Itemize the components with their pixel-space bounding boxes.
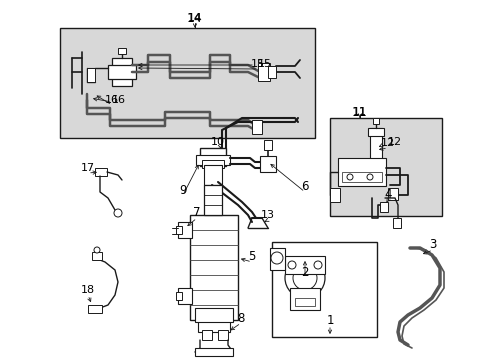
- Bar: [264, 140, 271, 150]
- Bar: [218, 330, 227, 340]
- Text: 15: 15: [250, 59, 264, 69]
- Bar: [202, 160, 224, 168]
- Text: 9: 9: [179, 184, 186, 197]
- Bar: [195, 348, 232, 356]
- Bar: [251, 120, 262, 134]
- Bar: [289, 288, 319, 310]
- Bar: [176, 226, 182, 234]
- Bar: [267, 66, 275, 78]
- Bar: [88, 305, 102, 313]
- Text: 5: 5: [248, 251, 255, 264]
- Bar: [258, 63, 269, 81]
- Text: 11: 11: [351, 105, 367, 118]
- Text: 10: 10: [210, 137, 224, 147]
- Bar: [92, 252, 102, 260]
- Bar: [200, 148, 225, 166]
- Circle shape: [366, 174, 372, 180]
- Text: 7: 7: [193, 207, 201, 220]
- Text: 8: 8: [237, 311, 244, 324]
- Text: 12: 12: [387, 137, 401, 147]
- Bar: [203, 165, 222, 185]
- Bar: [367, 128, 383, 136]
- Bar: [269, 248, 285, 270]
- Bar: [387, 188, 397, 200]
- Circle shape: [285, 258, 325, 298]
- Text: 3: 3: [428, 238, 436, 252]
- Bar: [108, 65, 136, 79]
- Text: 14: 14: [187, 13, 202, 23]
- Bar: [60, 28, 314, 138]
- Bar: [337, 158, 385, 186]
- Bar: [178, 222, 192, 238]
- Bar: [341, 172, 381, 182]
- Bar: [392, 218, 400, 228]
- Bar: [329, 118, 441, 216]
- Bar: [294, 298, 314, 306]
- Circle shape: [114, 209, 122, 217]
- Circle shape: [346, 174, 352, 180]
- Circle shape: [313, 261, 321, 269]
- Bar: [329, 188, 339, 202]
- Bar: [372, 118, 378, 124]
- Bar: [87, 68, 95, 82]
- Circle shape: [270, 252, 283, 264]
- Text: 18: 18: [81, 285, 95, 295]
- Bar: [379, 202, 387, 212]
- Text: 2: 2: [301, 266, 308, 279]
- Bar: [118, 48, 126, 54]
- Text: 16: 16: [112, 95, 126, 105]
- Circle shape: [287, 261, 295, 269]
- Text: 12: 12: [380, 138, 394, 148]
- Text: 17: 17: [81, 163, 95, 173]
- Bar: [202, 330, 212, 340]
- Bar: [95, 168, 107, 176]
- Bar: [112, 58, 132, 86]
- Text: 1: 1: [325, 314, 333, 327]
- Bar: [190, 215, 238, 320]
- Bar: [195, 308, 232, 322]
- Text: 4: 4: [384, 189, 391, 202]
- Bar: [285, 256, 325, 274]
- Bar: [271, 242, 376, 337]
- Text: 16: 16: [105, 95, 119, 105]
- Bar: [203, 185, 222, 215]
- Text: 13: 13: [261, 210, 274, 220]
- Bar: [369, 128, 381, 166]
- Circle shape: [292, 266, 316, 290]
- Bar: [176, 292, 182, 300]
- Text: 6: 6: [301, 180, 308, 194]
- Circle shape: [94, 247, 100, 253]
- Text: 14: 14: [187, 12, 203, 24]
- Bar: [196, 155, 229, 165]
- Text: 11: 11: [352, 107, 366, 117]
- Bar: [198, 320, 229, 332]
- Text: 15: 15: [258, 59, 271, 69]
- Bar: [178, 288, 192, 304]
- Bar: [260, 156, 275, 172]
